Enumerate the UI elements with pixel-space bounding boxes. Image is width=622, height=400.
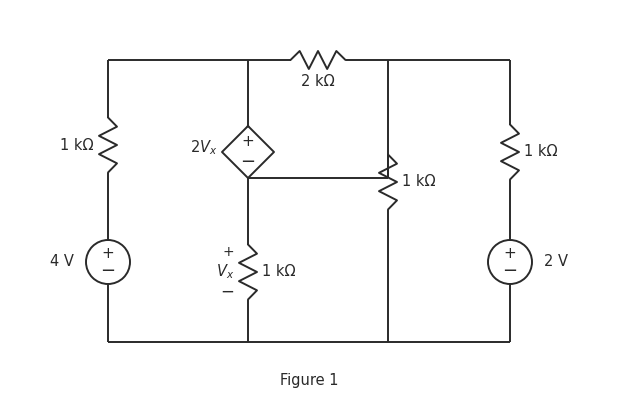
Text: 1 kΩ: 1 kΩ xyxy=(262,264,295,280)
Text: +: + xyxy=(223,245,234,259)
Text: 4 V: 4 V xyxy=(50,254,74,270)
Text: −: − xyxy=(241,153,256,171)
Text: −: − xyxy=(100,262,116,280)
Text: 1 kΩ: 1 kΩ xyxy=(402,174,435,190)
Text: Figure 1: Figure 1 xyxy=(280,372,338,388)
Text: 1 kΩ: 1 kΩ xyxy=(524,144,557,160)
Text: 2 V: 2 V xyxy=(544,254,568,270)
Text: 2 kΩ: 2 kΩ xyxy=(301,74,335,89)
Text: −: − xyxy=(220,283,234,301)
Text: 1 kΩ: 1 kΩ xyxy=(60,138,94,152)
Text: $2V_x$: $2V_x$ xyxy=(190,139,217,157)
Text: +: + xyxy=(101,246,114,260)
Text: +: + xyxy=(241,134,254,150)
Text: −: − xyxy=(503,262,518,280)
Text: $V_x$: $V_x$ xyxy=(216,263,234,281)
Text: +: + xyxy=(504,246,516,260)
